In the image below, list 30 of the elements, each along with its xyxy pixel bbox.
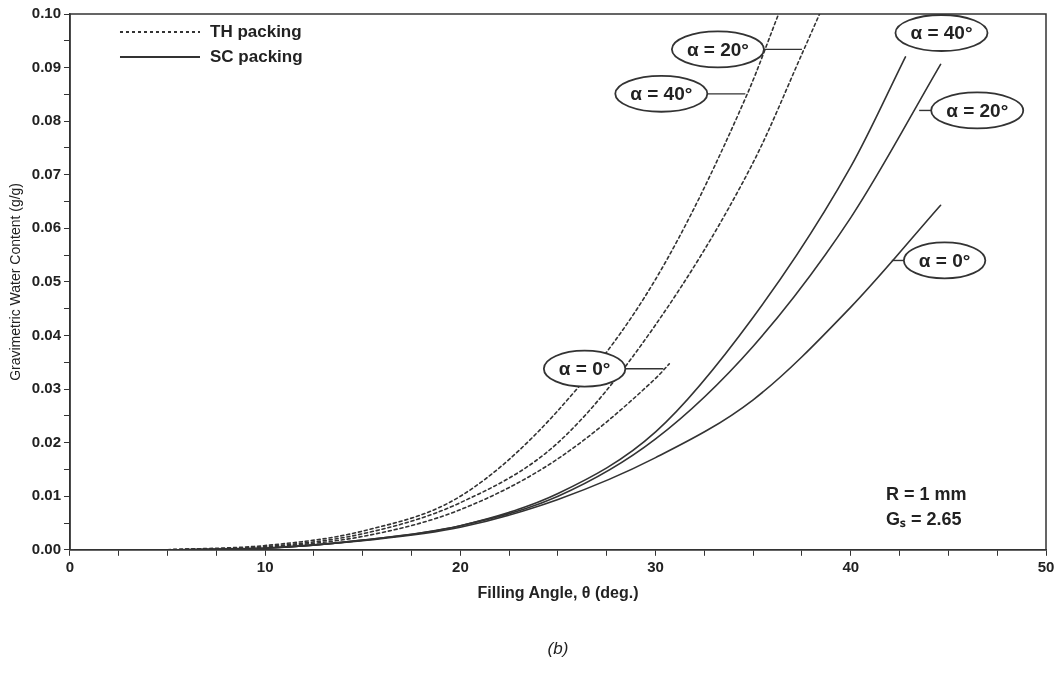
y-tick-label: 0.08 [31, 111, 61, 129]
x-tick-label: 20 [452, 557, 469, 575]
y-tick-label: 0.07 [31, 164, 61, 182]
y-tick-label: 0.05 [31, 272, 61, 290]
y-tick-label: 0.06 [31, 218, 61, 236]
text: (b) [547, 638, 569, 658]
annotation: α = 20° [946, 99, 1009, 121]
x-tick-label: 50 [1037, 557, 1055, 575]
y-tick-label: 0.01 [31, 486, 61, 504]
annotation: α = 20° [686, 38, 749, 60]
y-tick-label: 0.00 [31, 539, 61, 557]
legend-label: SC packing [209, 46, 303, 66]
x-tick-label: 30 [647, 557, 664, 575]
annotation: α = 0° [558, 357, 611, 379]
y-tick-label: 0.10 [31, 4, 61, 22]
annotation: α = 0° [918, 249, 971, 271]
annotation: R = 1 mm [886, 483, 967, 504]
annotation: α = 40° [910, 22, 973, 44]
x-axis-title: Filling Angle, θ (deg.) [477, 583, 639, 601]
y-tick-label: 0.04 [31, 325, 62, 343]
annotation: Gₛ = 2.65 [886, 508, 962, 529]
y-axis-title: Gravimetric Water Content (g/g) [7, 182, 24, 381]
x-tick-label: 10 [256, 557, 274, 575]
legend-label: TH packing [209, 21, 302, 41]
y-tick-label: 0.03 [31, 379, 61, 397]
x-tick-label: 0 [65, 557, 75, 575]
y-tick-label: 0.09 [31, 57, 61, 75]
x-tick-label: 40 [842, 557, 860, 575]
y-tick-label: 0.02 [31, 432, 61, 450]
annotation: α = 40° [630, 83, 693, 105]
